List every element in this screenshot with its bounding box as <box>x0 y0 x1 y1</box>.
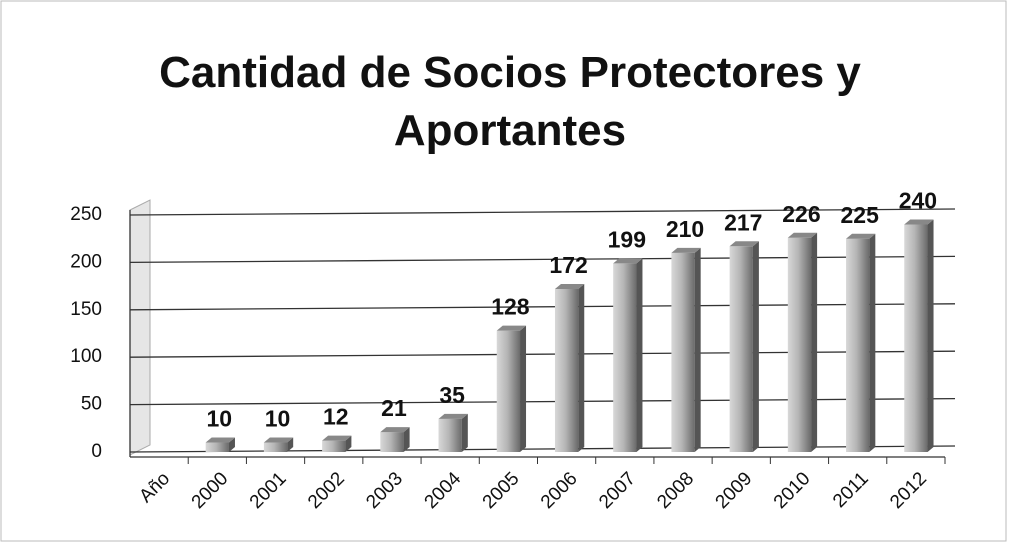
data-label: 226 <box>782 201 820 227</box>
grid-line <box>129 397 956 406</box>
bar <box>322 440 346 452</box>
grid-line <box>129 303 956 311</box>
bar <box>554 288 579 452</box>
data-label: 172 <box>549 252 587 278</box>
bar <box>263 442 288 452</box>
x-tick-label: 2010 <box>770 468 815 513</box>
y-tick-label: 200 <box>70 251 102 272</box>
bar <box>671 252 695 452</box>
bar-top <box>380 427 410 433</box>
bar <box>846 238 870 452</box>
data-label: 217 <box>724 209 762 235</box>
bar <box>496 330 521 452</box>
bar-side <box>811 232 818 452</box>
x-tick-label: Año <box>135 468 174 507</box>
bar-side <box>345 435 352 452</box>
x-tick-label: 2009 <box>712 468 757 513</box>
bar <box>729 246 753 452</box>
bar-side <box>403 427 410 452</box>
x-tick-label: 2001 <box>246 468 291 513</box>
grid-line <box>129 255 956 264</box>
bar-top <box>496 325 527 331</box>
bar-side <box>869 233 876 452</box>
y-tick-label: 0 <box>91 441 102 462</box>
y-tick-label: 100 <box>70 346 102 367</box>
x-tick-label: 2006 <box>537 468 582 513</box>
data-label: 225 <box>840 202 879 228</box>
bar <box>205 442 229 452</box>
bar-top <box>438 413 468 419</box>
data-label: 199 <box>608 226 646 252</box>
x-tick-label: 2003 <box>362 468 407 513</box>
bar <box>904 224 928 452</box>
y-tick-label: 50 <box>81 394 102 415</box>
x-tick-label: 2011 <box>829 468 873 512</box>
bar-top <box>322 435 352 441</box>
grid-line <box>129 208 956 216</box>
grid-line <box>129 350 956 358</box>
data-label: 240 <box>899 188 937 214</box>
back-wall <box>129 199 151 456</box>
bar-top <box>671 247 701 253</box>
bar-side <box>694 247 701 452</box>
data-label: 10 <box>265 406 291 432</box>
bar-side <box>520 325 527 452</box>
bar-top <box>613 258 643 264</box>
x-tick-label: 2000 <box>188 468 233 513</box>
data-label: 210 <box>666 216 704 242</box>
bar-top <box>263 437 294 443</box>
data-label: 35 <box>439 382 465 408</box>
bar-side <box>578 283 585 452</box>
bar-side <box>287 437 294 452</box>
x-tick-label: 2004 <box>421 468 466 513</box>
x-tick-label: 2002 <box>304 468 349 513</box>
bar-side <box>636 258 643 452</box>
bar-side <box>461 413 468 452</box>
x-tick-label: 2005 <box>479 468 524 513</box>
grid-line <box>129 445 956 453</box>
bar-side <box>228 437 235 452</box>
bar-side <box>752 241 759 452</box>
data-label: 12 <box>323 404 349 430</box>
bar-top <box>205 437 235 443</box>
y-tick-label: 150 <box>70 299 102 320</box>
bar-top <box>729 241 759 247</box>
bar-top <box>787 232 818 238</box>
data-label: 128 <box>491 294 530 320</box>
bar <box>438 418 462 452</box>
bar <box>613 263 637 452</box>
x-tick-label: 2008 <box>653 468 698 513</box>
bar-top <box>846 233 876 239</box>
bar-top <box>554 283 585 289</box>
bar <box>380 432 404 452</box>
bar-top <box>904 219 934 225</box>
data-label: 21 <box>381 395 407 421</box>
bar-side <box>927 219 934 452</box>
chart-title: Cantidad de Socios Protectores y Aportan… <box>159 48 861 155</box>
x-tick-label: 2012 <box>886 468 931 513</box>
data-label: 10 <box>207 406 233 432</box>
bar <box>787 237 812 452</box>
x-tick-label: 2007 <box>595 468 640 513</box>
y-tick-label: 250 <box>70 204 102 225</box>
